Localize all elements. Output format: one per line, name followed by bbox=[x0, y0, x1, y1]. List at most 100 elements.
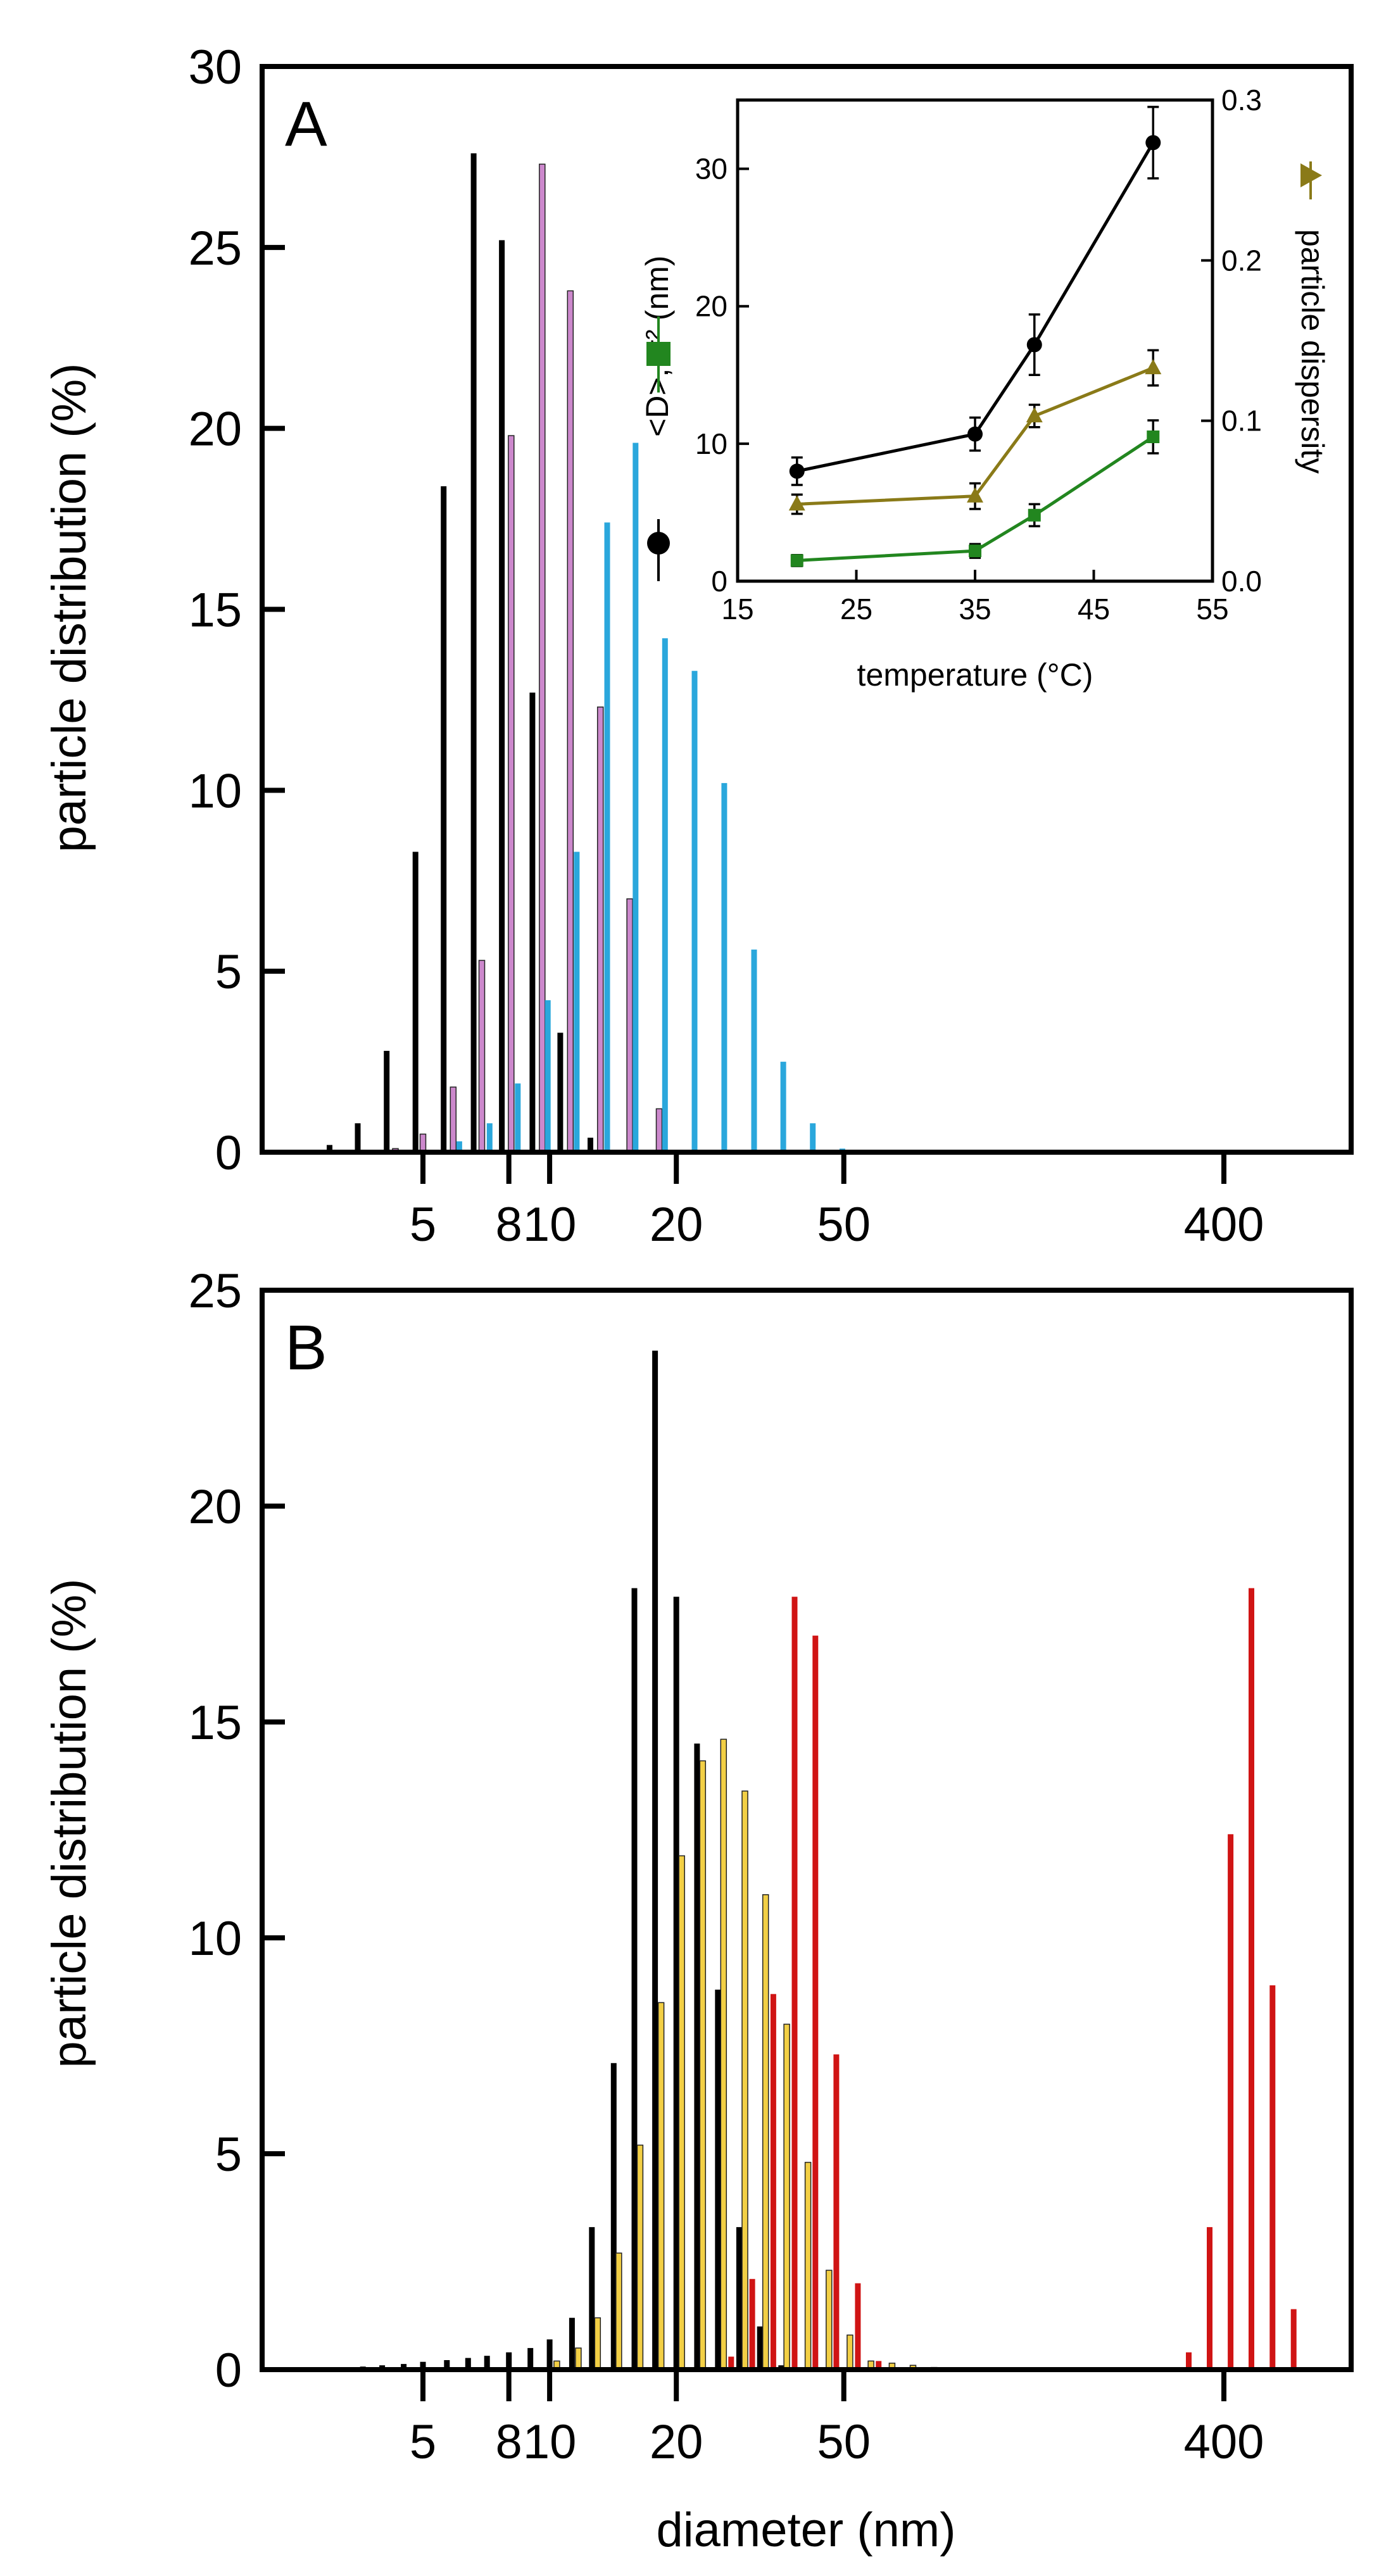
bar-b-yellow-2 bbox=[594, 2317, 601, 2370]
panel-b-axes bbox=[260, 1288, 1354, 2372]
inset-point-particledispersity-3 bbox=[1145, 349, 1162, 387]
x-tick-label-b-2: 10 bbox=[523, 2415, 577, 2469]
inset-point-particledispersity-1 bbox=[967, 482, 983, 510]
x-tick-label-a-5: 400 bbox=[1184, 1198, 1264, 1252]
bar-b-yellow-8 bbox=[720, 1738, 727, 2370]
bar-b-yellow-13 bbox=[826, 2270, 833, 2370]
bar-b-yellow-11 bbox=[783, 2023, 790, 2370]
bar-b-black-9 bbox=[465, 2358, 471, 2370]
bar-b-black-21 bbox=[715, 1989, 721, 2370]
x-tick-label-a-0: 5 bbox=[410, 1198, 436, 1252]
inset-right-tick-label-0: 0.0 bbox=[1221, 565, 1262, 598]
inset-point--3 bbox=[1147, 419, 1160, 455]
bar-a-pink-1 bbox=[419, 1133, 427, 1153]
inset-point-particledispersity-2 bbox=[1026, 403, 1043, 429]
x-tick-label-b-4: 50 bbox=[817, 2415, 871, 2469]
bar-a-blue-4 bbox=[574, 851, 580, 1152]
y-tick-label-a-5: 25 bbox=[188, 222, 242, 275]
inset-legend-black-circle-marker bbox=[647, 519, 670, 581]
bar-a-black-5 bbox=[470, 153, 477, 1153]
inset-x-tick-label-0: 15 bbox=[721, 593, 753, 625]
x-tick-label-b-0: 5 bbox=[410, 2415, 436, 2469]
bar-b-black-23 bbox=[757, 2326, 763, 2370]
y-tick-label-a-4: 20 bbox=[188, 403, 242, 456]
inset-point--1 bbox=[969, 543, 981, 559]
bar-a-blue-3 bbox=[545, 1000, 551, 1152]
bar-b-red-13 bbox=[1290, 2309, 1297, 2370]
inset-right-tick-label-3: 0.3 bbox=[1221, 84, 1262, 116]
bar-a-pink-2 bbox=[450, 1086, 457, 1153]
bar-b-yellow-4 bbox=[636, 2144, 644, 2370]
bar-b-yellow-10 bbox=[762, 1894, 769, 2370]
bar-a-black-7 bbox=[529, 693, 536, 1152]
bar-a-blue-9 bbox=[721, 782, 727, 1152]
inset-point--0 bbox=[790, 553, 803, 567]
inset-right-axis-title: particle dispersity bbox=[1295, 161, 1330, 474]
panel-a-y-ticks: 0 5 10 15 20 25 30 bbox=[188, 41, 285, 1180]
inset-left-tick-label-3: 30 bbox=[695, 153, 727, 185]
bar-a-blue-12 bbox=[810, 1123, 816, 1152]
bar-b-red-8 bbox=[1186, 2352, 1192, 2370]
x-tick-label-b-1: 8 bbox=[496, 2415, 522, 2469]
bar-b-red-0 bbox=[728, 2356, 734, 2370]
inset-line-particledispersity bbox=[797, 366, 1154, 506]
inset-line- bbox=[797, 435, 1154, 562]
bar-b-black-22 bbox=[736, 2227, 742, 2370]
bar-b-black-8 bbox=[444, 2360, 450, 2370]
inset-left-tick-label-2: 20 bbox=[695, 290, 727, 323]
x-tick-label-a-1: 8 bbox=[496, 1198, 522, 1252]
bar-b-red-5 bbox=[833, 2054, 840, 2370]
bar-b-red-6 bbox=[855, 2283, 861, 2370]
bar-b-black-18 bbox=[652, 1350, 658, 2370]
y-tick-label-b-2: 10 bbox=[188, 1912, 242, 1966]
y-tick-label-a-6: 30 bbox=[188, 41, 242, 94]
inset-right-tick-label-1: 0.1 bbox=[1221, 405, 1262, 437]
bar-b-black-16 bbox=[610, 2063, 617, 2370]
inset-x-tick-label-3: 45 bbox=[1078, 593, 1110, 625]
bar-a-pink-8 bbox=[626, 898, 633, 1153]
inset-series bbox=[788, 106, 1162, 567]
bar-b-yellow-1 bbox=[575, 2347, 582, 2370]
bar-b-black-15 bbox=[589, 2227, 595, 2370]
bar-b-red-2 bbox=[770, 1994, 776, 2370]
bar-a-blue-7 bbox=[662, 638, 668, 1152]
inset-point-d-1 bbox=[967, 416, 983, 452]
bar-b-black-10 bbox=[484, 2356, 490, 2370]
inset-x-axis-title: temperature (°C) bbox=[857, 657, 1093, 693]
bar-b-yellow-12 bbox=[804, 2161, 812, 2370]
bar-a-black-2 bbox=[384, 1050, 390, 1152]
bar-a-pink-6 bbox=[567, 290, 574, 1153]
x-tick-label-a-2: 10 bbox=[523, 1198, 577, 1252]
inset-legend-green-square-marker bbox=[646, 317, 671, 393]
bar-b-yellow-7 bbox=[699, 1760, 707, 2370]
bar-a-black-0 bbox=[327, 1145, 332, 1152]
inset-legend-olive-triangle-marker bbox=[1300, 161, 1322, 199]
bar-a-black-1 bbox=[355, 1123, 361, 1152]
bar-b-black-13 bbox=[546, 2339, 553, 2370]
inset-plot: 15 25 35 45 55 0 10 20 30 0.0 0.1 0.2 0.3 temperatur… bbox=[639, 84, 1330, 693]
bar-a-blue-0 bbox=[456, 1141, 462, 1152]
bar-a-pink-9 bbox=[655, 1108, 663, 1153]
panel-b-y-ticks: 0 5 10 15 20 25 bbox=[188, 1264, 285, 2397]
x-axis-title: diameter (nm) bbox=[657, 2503, 956, 2557]
bar-a-black-3 bbox=[412, 851, 419, 1152]
bar-a-pink-5 bbox=[539, 163, 546, 1153]
inset-left-tick-label-1: 10 bbox=[695, 427, 727, 460]
bar-b-black-11 bbox=[506, 2352, 512, 2370]
bar-b-red-10 bbox=[1228, 1834, 1234, 2370]
bar-b-yellow-6 bbox=[678, 1855, 685, 2370]
bar-b-red-1 bbox=[749, 2278, 755, 2370]
bar-a-pink-7 bbox=[596, 707, 604, 1153]
bar-a-pink-3 bbox=[478, 960, 486, 1153]
panel-a-bars bbox=[327, 153, 845, 1153]
bar-b-black-7 bbox=[420, 2361, 426, 2370]
inset-x-tick-label-2: 35 bbox=[959, 593, 991, 625]
bar-b-red-12 bbox=[1269, 1985, 1276, 2370]
inset-x-tick-label-1: 25 bbox=[840, 593, 872, 625]
bar-b-red-4 bbox=[812, 1635, 819, 2370]
bar-a-pink-4 bbox=[508, 435, 515, 1153]
panel-a-label: A bbox=[285, 89, 327, 160]
bar-b-red-7 bbox=[876, 2361, 882, 2370]
bar-b-yellow-3 bbox=[615, 2252, 622, 2370]
